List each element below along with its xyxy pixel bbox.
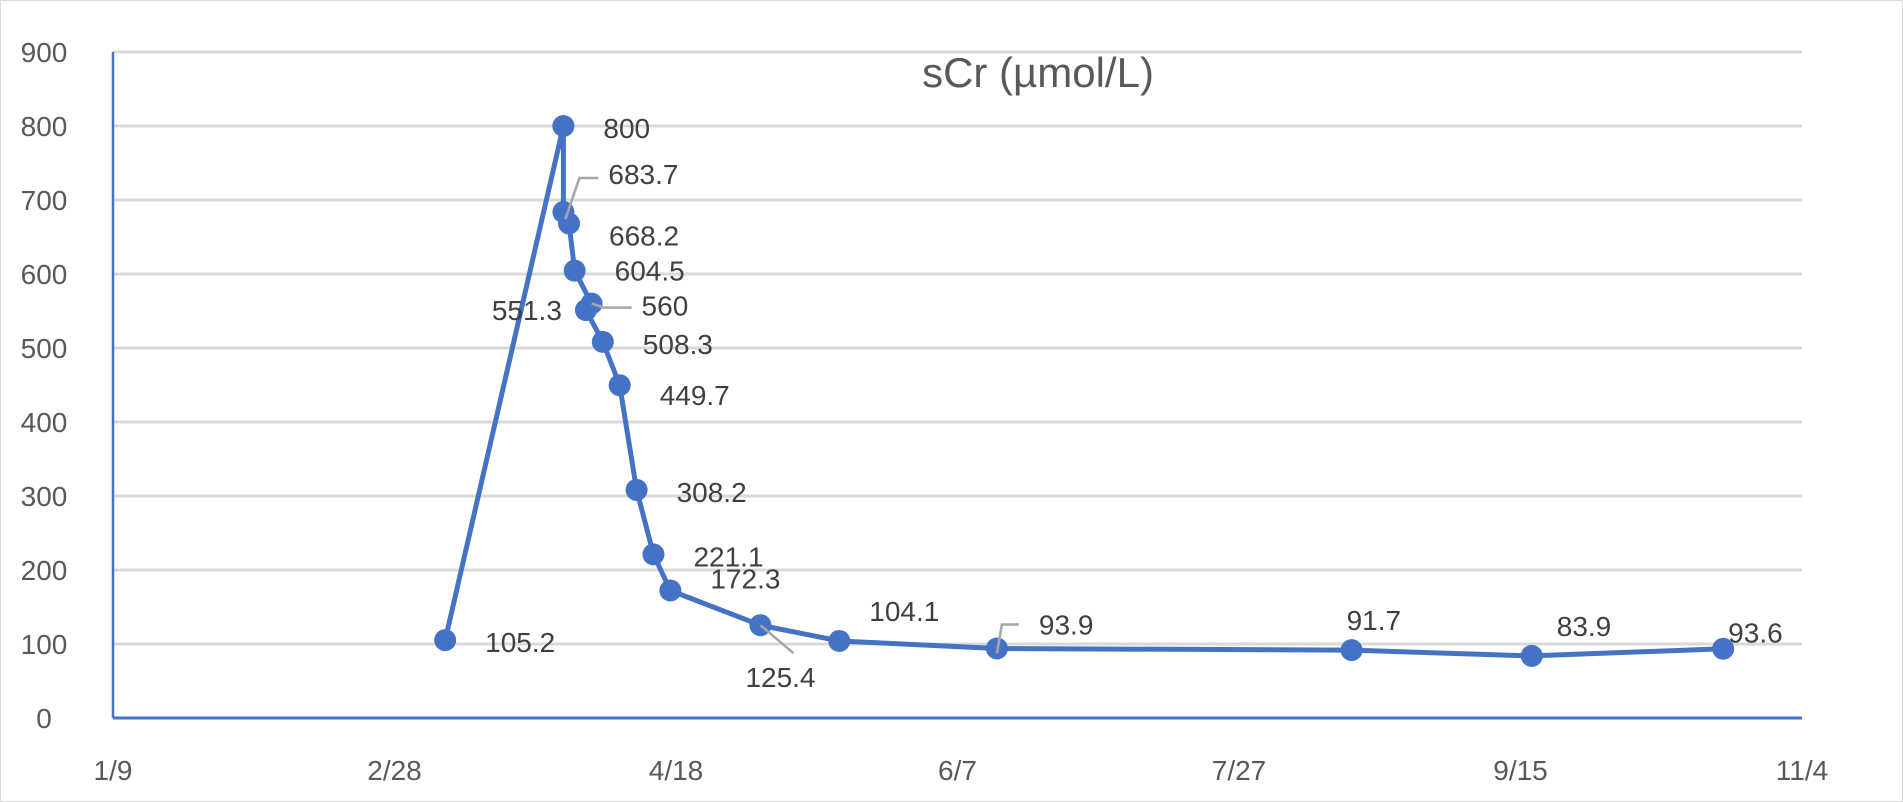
data-point [642, 543, 665, 566]
data-label: 604.5 [615, 256, 685, 287]
data-label: 105.2 [485, 627, 555, 658]
data-point [558, 212, 581, 235]
y-tick-label: 900 [21, 37, 68, 68]
x-tick-label: 11/4 [1776, 755, 1828, 786]
data-point [828, 629, 851, 652]
data-point [552, 115, 575, 137]
chart-title: sCr (µmol/L) [922, 49, 1154, 96]
series-scr [434, 115, 1735, 667]
x-tick-label: 2/28 [367, 755, 422, 786]
y-tick-label: 700 [21, 185, 68, 216]
data-point [659, 579, 682, 602]
data-label: 221.1 [693, 541, 763, 572]
data-point [608, 374, 631, 397]
data-point [1520, 644, 1543, 667]
leader-line [995, 623, 1019, 654]
data-label: 508.3 [643, 329, 713, 360]
data-point [1712, 637, 1735, 660]
data-label: 683.7 [608, 159, 678, 190]
x-tick-label: 9/15 [1493, 755, 1548, 786]
y-tick-label: 600 [21, 259, 68, 290]
data-label: 104.1 [869, 596, 939, 627]
y-tick-label: 800 [21, 111, 68, 142]
x-tick-label: 6/7 [938, 755, 977, 786]
data-point [591, 330, 614, 353]
y-tick-labels: 0 100 200 300 400 500 600 700 800 900 [21, 37, 68, 734]
data-label: 93.6 [1728, 618, 1783, 649]
data-point [625, 478, 648, 501]
data-labels: 105.2 800 683.7 668.2 604.5 560 551.3 508.3 449.… [485, 113, 1783, 693]
data-label: 83.9 [1557, 611, 1612, 642]
axes [111, 52, 1802, 720]
leader-line [591, 302, 632, 309]
data-label: 308.2 [677, 477, 747, 508]
series-line [442, 123, 1724, 659]
x-tick-labels: 1/9 2/28 4/18 6/7 7/27 9/15 11/4 [94, 755, 1829, 786]
x-tick-label: 7/27 [1212, 755, 1267, 786]
leader-line [759, 624, 795, 655]
data-label: 560 [642, 291, 689, 322]
y-tick-label: 500 [21, 333, 68, 364]
data-label: 93.9 [1039, 610, 1094, 641]
gridlines [113, 50, 1802, 646]
data-label: 551.3 [492, 295, 562, 326]
y-tick-label: 100 [21, 629, 68, 660]
x-tick-label: 4/18 [649, 755, 704, 786]
data-label: 668.2 [609, 221, 679, 252]
data-label: 449.7 [660, 380, 730, 411]
data-point [574, 299, 597, 322]
data-point [563, 259, 586, 282]
data-point [1340, 639, 1363, 662]
data-label: 800 [603, 113, 650, 144]
data-label: 172.3 [710, 563, 780, 594]
leader-line [564, 176, 599, 220]
y-tick-label: 400 [21, 407, 68, 438]
y-tick-label: 300 [21, 481, 68, 512]
y-tick-label: 200 [21, 555, 68, 586]
data-point [434, 629, 457, 652]
x-tick-label: 1/9 [94, 755, 133, 786]
y-tick-label: 0 [36, 703, 52, 734]
data-label: 91.7 [1347, 605, 1402, 636]
data-label: 125.4 [745, 662, 815, 693]
